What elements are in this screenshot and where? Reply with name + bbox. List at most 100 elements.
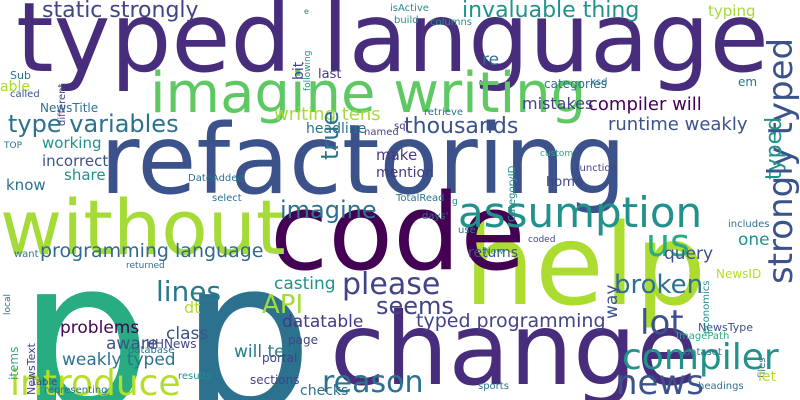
cloud-word: want	[14, 249, 39, 260]
cloud-word: lot	[640, 303, 684, 343]
cloud-word: query	[664, 244, 714, 264]
cloud-word: isActive	[390, 3, 429, 14]
cloud-word: economics	[701, 280, 712, 334]
cloud-word: dataset	[684, 347, 722, 358]
cloud-word: way	[602, 284, 622, 319]
cloud-word: typing	[708, 2, 756, 20]
cloud-word: function	[576, 163, 617, 174]
cloud-word: broken	[614, 270, 704, 300]
cloud-word: mention	[376, 165, 434, 181]
cloud-word: make	[376, 146, 418, 164]
cloud-word: incorrect	[42, 152, 109, 170]
cloud-word: portal	[262, 351, 298, 365]
cloud-word: ImagePath	[676, 331, 730, 342]
cloud-word: results	[178, 371, 212, 382]
cloud-word: compiler	[622, 337, 779, 378]
cloud-word: typed	[762, 116, 787, 180]
cloud-word: custom	[540, 149, 574, 159]
cloud-word: invaluable thing	[462, 0, 640, 23]
cloud-word: table	[32, 377, 58, 388]
cloud-word: p	[180, 214, 314, 400]
cloud-word: NewsID	[716, 267, 762, 281]
cloud-word: p	[18, 214, 152, 400]
cloud-word: seems	[376, 292, 454, 320]
cloud-word: weakly typed	[62, 350, 176, 370]
cloud-word: coded	[528, 235, 556, 245]
cloud-word: xsd	[590, 77, 608, 88]
cloud-word: CategoryID	[507, 165, 518, 222]
cloud-word: runtime weakly	[608, 114, 748, 135]
cloud-word: sections	[250, 373, 300, 387]
cloud-word: without	[0, 183, 286, 272]
cloud-word: refactoring	[100, 104, 627, 216]
cloud-word: build	[394, 15, 419, 26]
cloud-word: page	[288, 333, 318, 347]
cloud-word: representing	[44, 385, 108, 396]
cloud-word: retrieve	[424, 107, 464, 118]
cloud-word: datatable	[282, 312, 364, 332]
cloud-word: us	[646, 221, 690, 265]
cloud-word: imagine writing	[150, 61, 587, 126]
cloud-word: g	[452, 197, 458, 207]
cloud-word: news	[616, 363, 704, 400]
cloud-word: writing tens	[274, 104, 381, 125]
cloud-word: items	[7, 346, 21, 380]
cloud-word: working	[42, 134, 102, 152]
cloud-word: categories	[544, 77, 607, 91]
cloud-word: assumption	[458, 188, 703, 237]
cloud-word: dt	[184, 298, 201, 317]
cloud-word: returns	[468, 245, 519, 261]
cloud-word: will tell	[234, 342, 295, 362]
cloud-word: lines	[156, 275, 222, 308]
cloud-word: DateAdded	[188, 173, 244, 184]
cloud-word: includes	[728, 219, 770, 230]
cloud-word: share	[64, 166, 106, 184]
cloud-word: database	[128, 345, 175, 356]
cloud-word: typed language	[16, 0, 769, 94]
cloud-word: HHNews	[146, 337, 197, 351]
cloud-word: named	[364, 127, 399, 138]
cloud-word: introduce	[10, 363, 181, 400]
cloud-word: last	[318, 67, 342, 82]
cloud-word: one	[738, 230, 770, 250]
cloud-word: please	[342, 267, 441, 302]
cloud-word: em	[738, 75, 758, 89]
cloud-word: static strongly	[42, 0, 199, 23]
cloud-word: change	[330, 291, 699, 400]
cloud-word: select	[212, 193, 242, 204]
cloud-word: code	[270, 171, 526, 294]
cloud-word: class	[166, 324, 209, 344]
cloud-word: sports	[478, 381, 509, 392]
cloud-word: TOP	[4, 141, 23, 151]
cloud-word: headings	[698, 381, 744, 392]
cloud-word: sql	[394, 121, 409, 132]
cloud-word: home	[546, 175, 583, 190]
cloud-word: called	[10, 89, 40, 100]
cloud-word: typed programming	[416, 310, 606, 332]
cloud-word: Sub	[10, 69, 31, 82]
cloud-word: columns	[430, 17, 473, 28]
cloud-word: problems	[60, 318, 140, 338]
cloud-word: returned	[126, 261, 165, 271]
cloud-word: able	[0, 79, 30, 95]
cloud-word: NewsTitle	[40, 101, 99, 115]
cloud-word: mistakes	[522, 94, 594, 113]
cloud-word: TotalRead	[396, 193, 445, 204]
cloud-word: know	[6, 176, 46, 194]
cloud-word: Now	[484, 247, 504, 257]
cloud-word: local	[3, 294, 13, 315]
cloud-word: following	[303, 50, 313, 91]
cloud-word: reason	[322, 365, 424, 400]
cloud-word: API	[262, 290, 304, 320]
cloud-word: thousands	[404, 114, 519, 139]
cloud-word: aware	[106, 334, 158, 354]
cloud-word: programming language	[40, 240, 264, 262]
cloud-word: e	[304, 7, 309, 16]
cloud-word: casting	[274, 274, 336, 294]
cloud-word: re	[482, 50, 500, 70]
cloud-word: checks	[300, 383, 349, 399]
cloud-word: imagine	[280, 196, 377, 224]
cloud-word: help	[464, 201, 707, 331]
cloud-word: NewsType	[698, 321, 753, 334]
